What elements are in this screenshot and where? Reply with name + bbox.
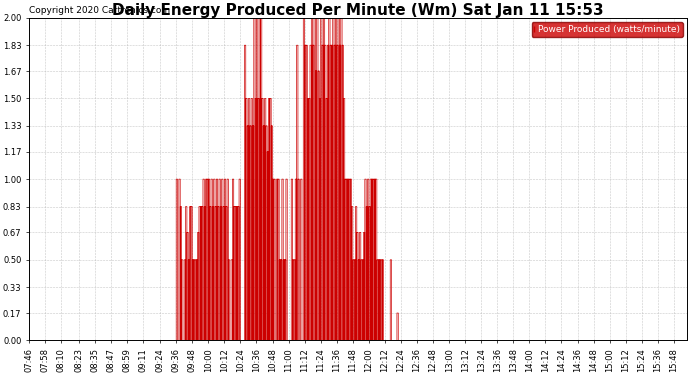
Text: Copyright 2020 Cartronics.com: Copyright 2020 Cartronics.com <box>29 6 170 15</box>
Legend: Power Produced (watts/minute): Power Produced (watts/minute) <box>532 22 682 37</box>
Title: Daily Energy Produced Per Minute (Wm) Sat Jan 11 15:53: Daily Energy Produced Per Minute (Wm) Sa… <box>112 3 604 18</box>
